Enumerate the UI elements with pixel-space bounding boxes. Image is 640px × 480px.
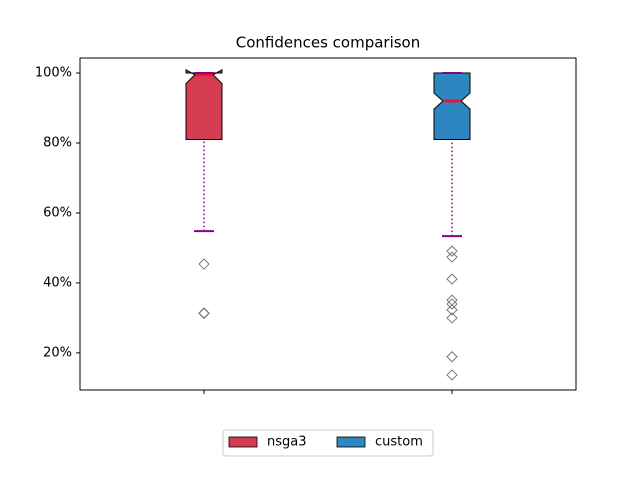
- legend: [222, 429, 434, 457]
- outlier: [446, 304, 458, 316]
- outlier: [198, 307, 210, 319]
- plot-frame: [79, 57, 577, 391]
- box: [433, 72, 471, 141]
- legend-swatch: [228, 436, 258, 448]
- box: [185, 69, 223, 141]
- outlier: [198, 307, 210, 320]
- outlier: [446, 245, 458, 257]
- outlier: [446, 298, 458, 310]
- outlier: [198, 258, 210, 270]
- y-tick-label: 20%: [43, 345, 72, 360]
- legend-label: custom: [375, 435, 423, 450]
- legend-label: nsga3: [267, 435, 307, 450]
- legend-swatch: [336, 436, 366, 448]
- y-tick-label: 80%: [43, 136, 72, 151]
- outlier: [446, 351, 458, 363]
- outlier: [446, 312, 458, 324]
- outlier: [446, 273, 458, 285]
- y-tick-label: 100%: [35, 66, 72, 81]
- outlier: [446, 369, 458, 381]
- y-tick-label: 60%: [43, 205, 72, 220]
- y-tick-label: 40%: [43, 275, 72, 290]
- outlier: [446, 251, 458, 263]
- chart-title: Confidences comparison: [236, 34, 421, 52]
- outlier: [446, 294, 458, 306]
